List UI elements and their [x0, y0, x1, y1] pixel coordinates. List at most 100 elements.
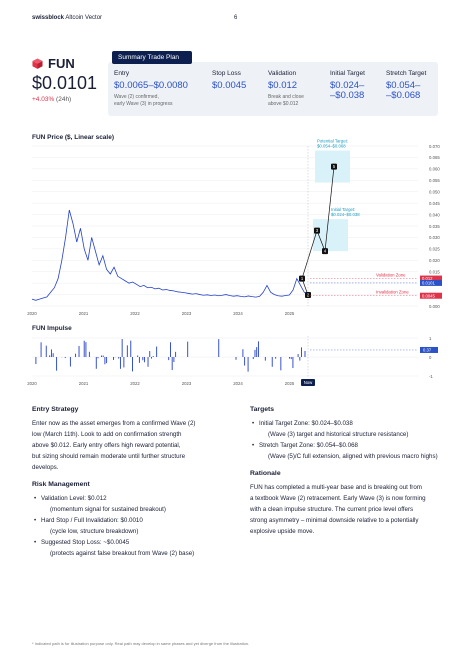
wave-marker	[331, 163, 337, 170]
rationale-heading: Rationale	[250, 470, 281, 477]
coin-summary: FUN $0.0101 +4.03% (24h)	[32, 56, 97, 103]
impulse-bar	[235, 357, 237, 360]
entry-strategy-text: Enter now as the asset emerges from a co…	[32, 420, 196, 471]
impulse-bar	[247, 357, 249, 372]
entry-column: Entry $0.0065–$0.0080 Wave (2) confirmed…	[114, 70, 188, 107]
impulse-bar	[138, 357, 140, 363]
entry-strategy-heading: Entry Strategy	[32, 406, 79, 413]
impulse-bar	[75, 353, 77, 357]
stop-loss-column: Stop Loss $0.0045	[212, 70, 247, 91]
y-tick-label: 0.055	[429, 178, 440, 183]
impulse-bar	[254, 349, 256, 357]
impulse-bar	[142, 357, 144, 361]
impulse-bar	[257, 341, 259, 357]
impulse-bar	[299, 357, 301, 361]
coin-change: +4.03% (24h)	[32, 96, 72, 103]
wave-label: 1	[301, 276, 304, 281]
y-tick-label: 0.030	[429, 235, 440, 240]
impulse-bar	[69, 357, 71, 367]
impulse-bar	[256, 347, 258, 357]
current-tag	[420, 346, 438, 353]
wave-marker	[314, 227, 320, 234]
wave-label: 4	[324, 249, 327, 254]
footnote: * Indicated path is for illustration pur…	[32, 641, 250, 646]
targets-section: Targets Initial Target Zone: $0.024–$0.0…	[250, 404, 450, 543]
x-tick-label: 2025	[285, 311, 295, 316]
y-tick-label: 1	[429, 336, 432, 341]
level-tag-text: 0.0101	[422, 281, 435, 286]
x-tick-label: 2022	[130, 311, 140, 316]
impulse-bar	[156, 346, 158, 357]
impulse-bar	[97, 357, 99, 359]
impulse-bar	[49, 355, 51, 357]
target-zone-label: Potential Target:	[317, 139, 348, 144]
impulse-bar	[101, 355, 102, 357]
now-tag	[301, 379, 315, 386]
impulse-bar	[175, 351, 177, 357]
x-tick-label: 2022	[130, 381, 140, 386]
x-tick-label: 2025	[285, 381, 295, 386]
page-number: 6	[234, 15, 238, 21]
impulse-bar	[289, 357, 290, 359]
brand-logo: swissblock Altcoin Vector	[32, 15, 103, 21]
impulse-bar	[35, 357, 37, 365]
x-tick-label: 2020	[27, 381, 37, 386]
y-tick-label: 0.065	[429, 155, 440, 160]
level-tag-text: 0.012	[422, 276, 433, 281]
rationale-text: FUN has completed a multi-year base and …	[250, 484, 426, 535]
impulse-bar	[52, 353, 54, 357]
risk-list: Validation Level: $0.012(momentum signal…	[32, 493, 237, 559]
level-label: Invalidation Zone	[376, 290, 409, 295]
impulse-bar	[64, 357, 66, 359]
impulse-bar	[83, 340, 85, 357]
impulse-bar	[121, 339, 123, 357]
y-tick-label: -1	[429, 374, 433, 379]
risk-management-heading: Risk Management	[32, 481, 90, 488]
targets-heading: Targets	[250, 406, 275, 413]
stretch-target-column: Stretch Target $0.054– –$0.068	[386, 70, 427, 101]
y-tick-label: 0.060	[429, 167, 440, 172]
initial-target-column: Initial Target $0.024– –$0.038	[330, 70, 365, 101]
coin-price: $0.0101	[32, 73, 98, 93]
y-tick-label: 0.020	[429, 258, 440, 263]
impulse-bar	[171, 357, 173, 371]
wave-label: 3	[316, 228, 319, 233]
y-tick-label: 0	[429, 355, 432, 360]
targets-list: Initial Target Zone: $0.024–$0.038(Wave …	[250, 418, 450, 462]
impulse-bar	[170, 342, 171, 357]
impulse-bar	[187, 341, 189, 357]
impulse-bar	[297, 354, 299, 357]
impulse-bar	[264, 357, 266, 361]
impulse-bar	[130, 340, 132, 357]
x-tick-label: 2024	[233, 381, 243, 386]
target-zone-label: Initial Target:	[331, 207, 355, 212]
level-tag	[420, 275, 442, 282]
impulse-bar	[118, 357, 120, 359]
now-label: Now	[304, 380, 313, 385]
target-zone-range: $0.024–$0.038	[331, 212, 360, 217]
impulse-bar	[85, 342, 87, 357]
price-chart: 0.070 0.065 0.060 0.055 0.050 0.045 0.040 0.035…	[27, 139, 442, 316]
impulse-bar	[218, 339, 220, 357]
wave-label: 5	[333, 164, 336, 169]
trade-plan-box: Entry $0.0065–$0.0080 Wave (2) confirmed…	[108, 62, 438, 116]
impulse-bar	[40, 342, 42, 357]
validation-column: Validation $0.012 Break and close above $…	[268, 70, 304, 107]
impulse-bar	[95, 357, 97, 369]
impulse-bar	[144, 357, 146, 363]
impulse-bar	[56, 357, 58, 371]
impulse-bar	[275, 357, 277, 359]
coin-name: FUN	[48, 56, 75, 71]
trade-plan-tag: Summary Trade Plan	[112, 51, 192, 64]
impulse-bar	[301, 347, 302, 357]
target-zone	[313, 219, 348, 252]
price-line	[31, 209, 309, 301]
impulse-chart-title: FUN Impulse	[32, 325, 72, 332]
target-zone-range: $0.054–$0.068	[317, 144, 346, 149]
list-item: Validation Level: $0.012(momentum signal…	[32, 493, 237, 515]
y-tick-label: 0.070	[429, 144, 440, 149]
list-item: Stretch Target Zone: $0.054–$0.068(Wave …	[250, 440, 450, 462]
impulse-bar	[78, 345, 80, 357]
level-tag-text: 0.0045	[422, 293, 435, 298]
impulse-bar	[104, 357, 106, 365]
